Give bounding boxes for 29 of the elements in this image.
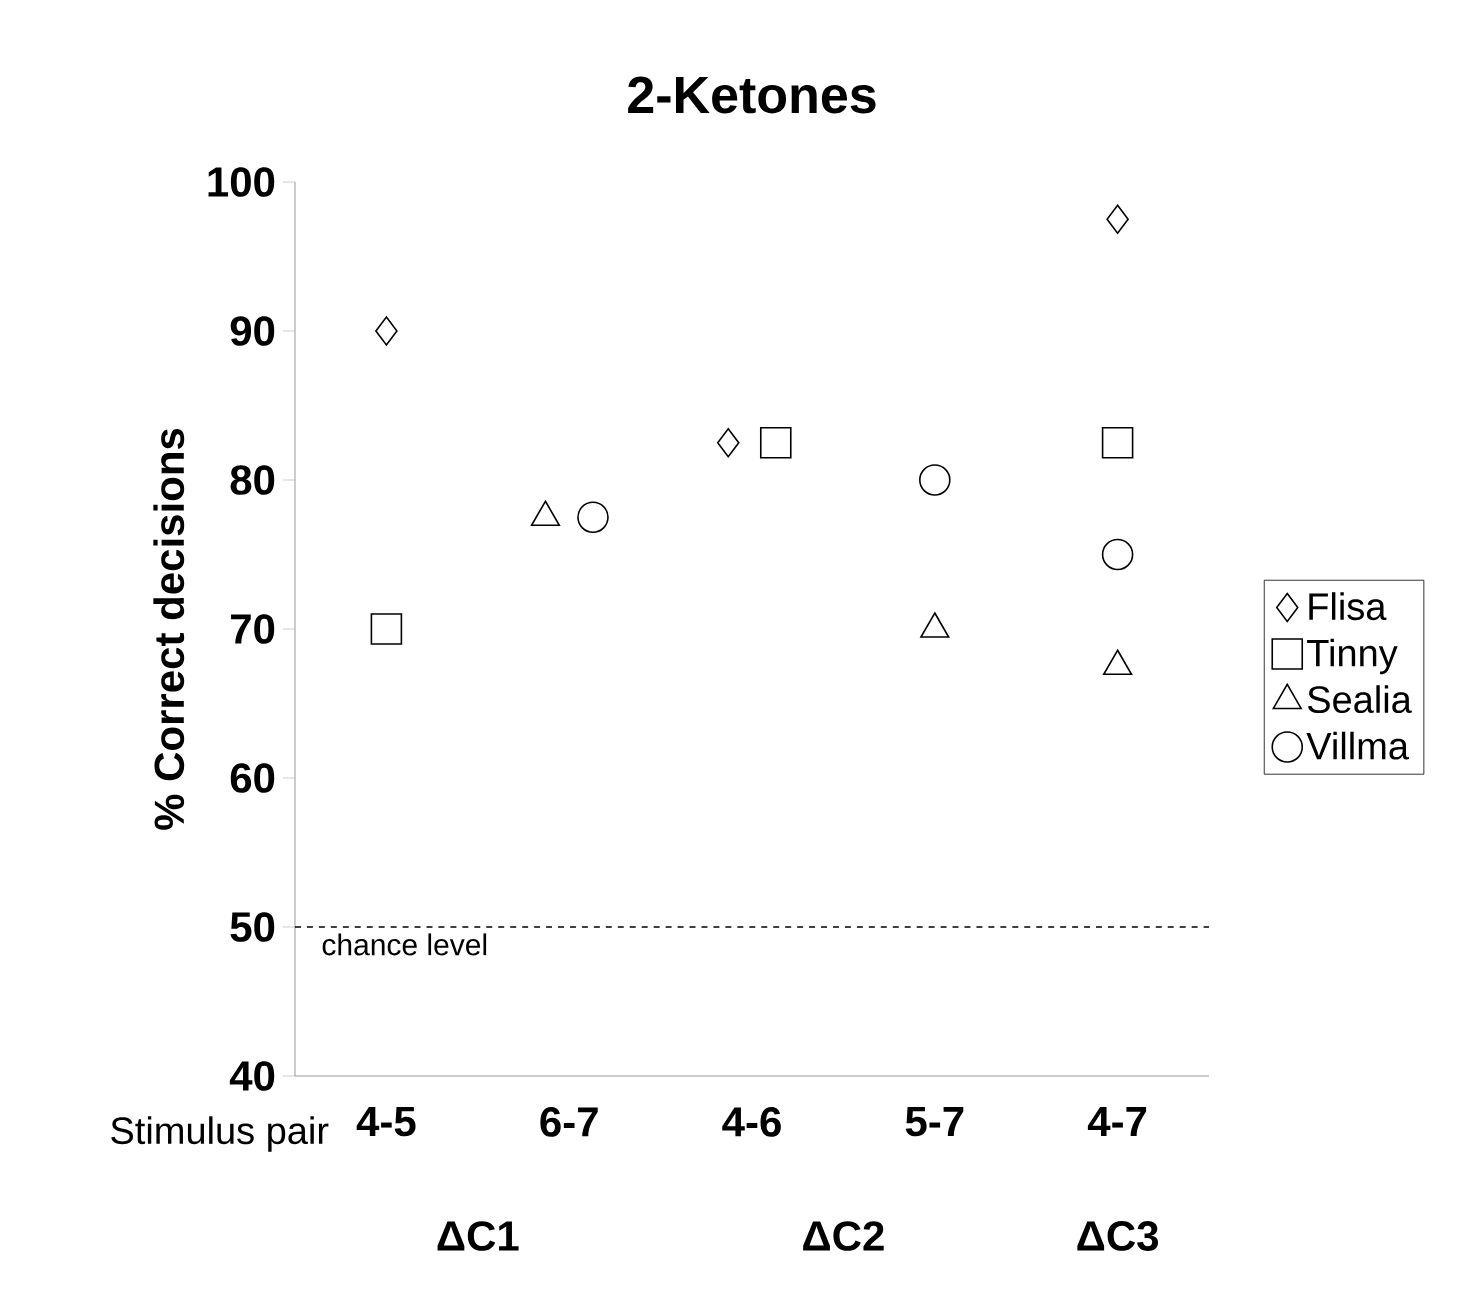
point	[370, 613, 403, 645]
chart-title: 2-Ketones	[628, 76, 876, 114]
x-tick-label: 4-6	[722, 1107, 781, 1137]
y-tick-label: 90	[230, 316, 275, 346]
ref-line-label: chance level	[322, 933, 487, 956]
y-tick-label: 60	[230, 763, 275, 793]
x-tick-label: 5-7	[905, 1107, 964, 1137]
x-tick-label: 4-5	[356, 1107, 416, 1137]
y-tick-label: 70	[231, 614, 275, 644]
y-tick-label: 50	[230, 912, 275, 942]
legend-label: Flisa	[1309, 592, 1387, 621]
y-tick-label: 100	[208, 167, 275, 197]
point	[1106, 204, 1129, 235]
text: ΔC1	[437, 1221, 519, 1251]
point	[1101, 538, 1134, 571]
y-tick-label: 40	[229, 1061, 275, 1091]
legend-label: Sealia	[1307, 685, 1412, 714]
x-tick-label: 6-7	[540, 1107, 598, 1137]
point	[1101, 426, 1134, 459]
point	[375, 316, 398, 346]
legend-label: Tinny	[1307, 638, 1398, 675]
y-tick-label: 80	[230, 465, 275, 495]
y-axis-title: % Correct decisions	[153, 428, 185, 830]
x-axis-title: Stimulus pair	[111, 1116, 329, 1152]
text: ΔC2	[803, 1221, 884, 1251]
x-tick-label: 4-7	[1087, 1107, 1147, 1136]
legend-label: Villma	[1306, 731, 1409, 760]
point	[919, 464, 951, 496]
text: ΔC3	[1077, 1221, 1159, 1251]
